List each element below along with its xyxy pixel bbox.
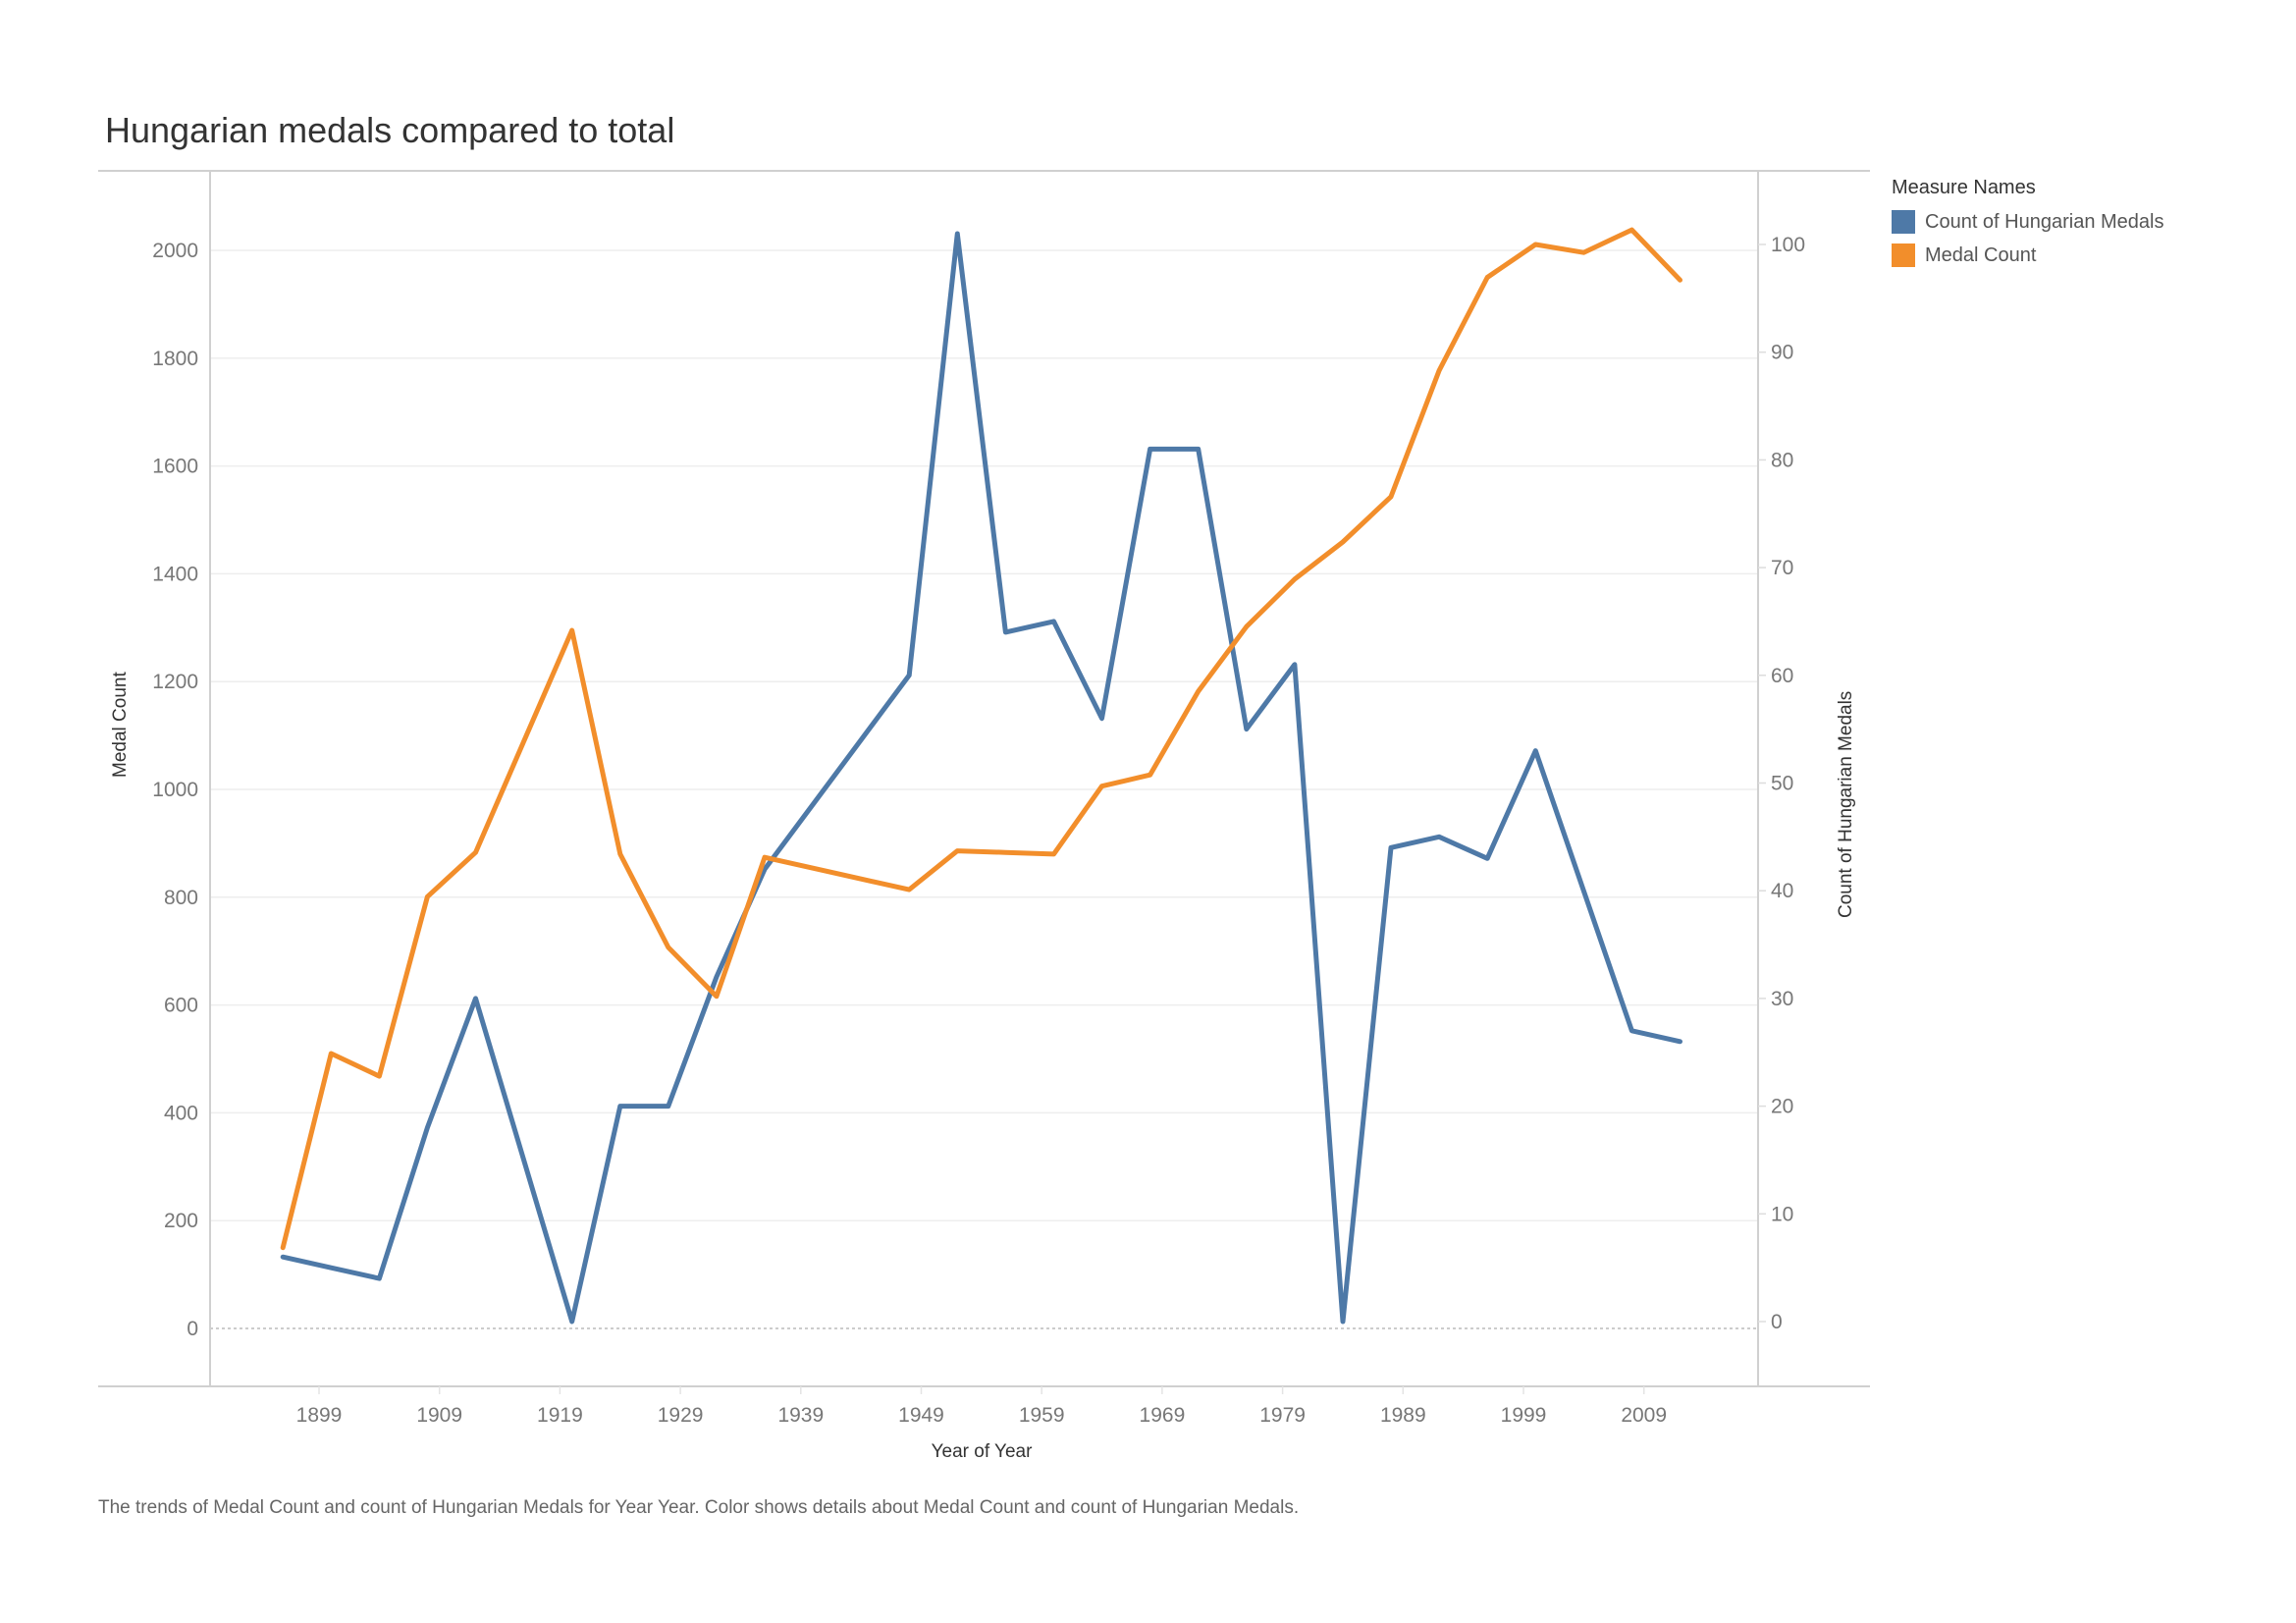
y-tick-label-left: 400	[164, 1102, 198, 1124]
x-tick-label: 1939	[777, 1404, 824, 1427]
x-tick-label: 1899	[296, 1404, 343, 1427]
series-line-medal-count	[280, 227, 1682, 1251]
x-axis-title: Year of Year	[931, 1441, 1033, 1462]
x-tick-label: 2009	[1621, 1404, 1667, 1427]
y-tick-label-left: 2000	[152, 240, 198, 262]
x-tick-label: 1909	[416, 1404, 462, 1427]
x-tick-label: 1949	[898, 1404, 944, 1427]
x-axis-ticks: 1899 1909 1919 1929 1939 1949 1959 1969 1979 1989…	[296, 1386, 1667, 1427]
y-tick-label-left: 1800	[152, 348, 198, 370]
legend-label: Count of Hungarian Medals	[1925, 210, 2164, 233]
y-axis-left-title: Medal Count	[110, 672, 131, 778]
y-tick-label-right: 60	[1771, 665, 1793, 687]
x-tick-label: 1999	[1501, 1404, 1547, 1427]
y-tick-label-left: 600	[164, 995, 198, 1017]
y-tick-label-left: 1600	[152, 456, 198, 478]
chart-caption: The trends of Medal Count and count of H…	[98, 1497, 1300, 1518]
y-axis-left-ticks: 0 200 400 600 800 1000 1200 1400 1600 1800 2000	[152, 240, 198, 1340]
y-tick-label-right: 10	[1771, 1203, 1793, 1225]
y-tick-label-right: 50	[1771, 773, 1793, 795]
y-tick-label-right: 70	[1771, 557, 1793, 579]
legend-item-hungarian[interactable]: Count of Hungarian Medals	[1892, 205, 2163, 239]
axes	[98, 170, 1870, 1387]
y-tick-label-left: 1000	[152, 779, 198, 801]
y-tick-label-right: 80	[1771, 449, 1793, 471]
y-tick-label-right: 20	[1771, 1096, 1793, 1118]
y-tick-label-right: 90	[1771, 342, 1793, 364]
y-tick-label-left: 0	[187, 1318, 198, 1340]
legend-swatch-orange	[1892, 243, 1915, 267]
y-tick-label-right: 100	[1771, 234, 1805, 256]
y-tick-label-left: 1200	[152, 671, 198, 693]
y-tick-label-right: 0	[1771, 1311, 1783, 1333]
x-tick-label: 1989	[1380, 1404, 1426, 1427]
x-tick-label: 1979	[1259, 1404, 1306, 1427]
x-tick-label: 1919	[537, 1404, 583, 1427]
y-tick-label-right: 30	[1771, 988, 1793, 1010]
legend-swatch-blue	[1892, 210, 1915, 234]
chart-title: Hungarian medals compared to total	[105, 110, 675, 150]
gridlines	[210, 249, 1758, 1329]
x-tick-label: 1929	[658, 1404, 704, 1427]
y-axis-right-ticks: 0 10 20 30 40 50 60 70 80 90 100	[1758, 234, 1805, 1333]
y-tick-label-left: 200	[164, 1210, 198, 1232]
legend-item-medal-count[interactable]: Medal Count	[1892, 239, 2163, 272]
y-tick-label-right: 40	[1771, 880, 1793, 902]
legend-title: Measure Names	[1892, 177, 2036, 198]
x-tick-label: 1969	[1140, 1404, 1186, 1427]
y-tick-label-left: 1400	[152, 563, 198, 585]
x-tick-label: 1959	[1019, 1404, 1065, 1427]
series-lines	[280, 227, 1682, 1325]
series-line-hungarian-medals	[280, 231, 1682, 1325]
legend: Measure Names Count of Hungarian Medals …	[1892, 177, 2163, 272]
y-axis-right-title: Count of Hungarian Medals	[1836, 690, 1856, 918]
y-tick-label-left: 800	[164, 887, 198, 909]
legend-label: Medal Count	[1925, 243, 2037, 266]
